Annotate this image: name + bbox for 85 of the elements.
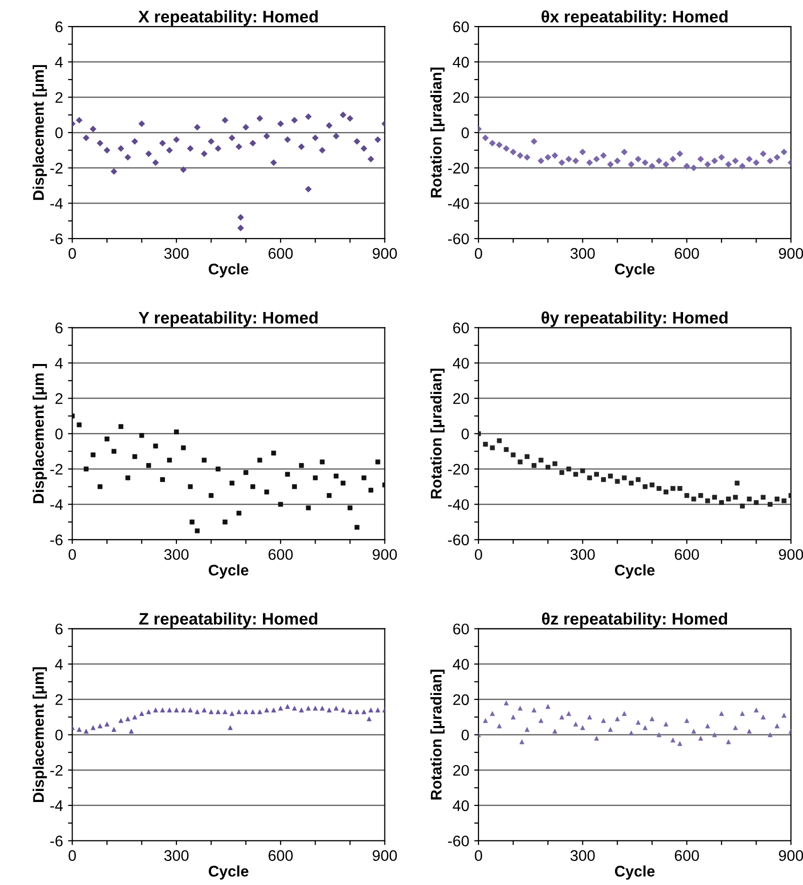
x-tick-label: 900	[372, 248, 397, 259]
y-tick-label: 20	[453, 764, 469, 776]
y-tick-label: -4	[50, 800, 63, 811]
chart-title: Y repeatability: Homed	[138, 311, 318, 327]
y-tick-label: -2	[50, 764, 62, 776]
y-tick-label: -6	[50, 836, 63, 846]
y-tick-label: -40	[448, 198, 469, 209]
x-tick-label: 600	[268, 549, 293, 560]
y-tick-label: 20	[453, 92, 469, 103]
x-tick-label: 600	[268, 850, 293, 861]
y-tick-label: 6	[56, 624, 63, 634]
x-axis-title: Cycle	[614, 263, 655, 278]
y-tick-label: 0	[462, 428, 469, 440]
y-axis-title: Rotation [μradian]	[430, 368, 445, 498]
x-tick-label: 900	[372, 850, 397, 861]
chart-title: θy repeatability: Homed	[542, 311, 728, 327]
x-tick-label: 300	[570, 248, 595, 259]
y-tick-label: -2	[50, 162, 62, 174]
y-tick-label: -2	[50, 464, 62, 475]
y-tick-label: 20	[453, 694, 469, 706]
x-tick-label: 300	[164, 850, 189, 861]
y-axis-title: Rotation [μradian]	[430, 68, 445, 198]
x-axis-title: Cycle	[208, 564, 248, 579]
y-tick-label: -60	[448, 534, 469, 546]
y-tick-label: 2	[56, 92, 62, 103]
x-tick-label: 600	[674, 549, 699, 560]
x-tick-label: 0	[474, 248, 482, 259]
y-tick-label: -6	[50, 534, 63, 546]
y-tick-label: 4	[55, 358, 63, 369]
x-axis-title: Cycle	[614, 564, 655, 579]
y-tick-label: 6	[56, 322, 63, 334]
y-tick-label: 60	[453, 624, 469, 634]
x-tick-label: 300	[164, 549, 189, 560]
chart-title: θz repeatability: Homed	[542, 612, 728, 628]
x-axis-title: Cycle	[208, 865, 248, 880]
x-tick-label: 300	[570, 850, 595, 861]
y-tick-label: -60	[448, 836, 469, 846]
y-tick-label: 0	[462, 730, 469, 740]
y-tick-label: 20	[453, 393, 469, 404]
point	[600, 152, 607, 159]
y-tick-label: 0	[55, 127, 63, 138]
x-tick-label: 600	[268, 248, 293, 259]
x-tick-label: 0	[474, 850, 482, 861]
y-tick-label: 4	[55, 659, 63, 670]
y-tick-label: 2	[56, 694, 62, 705]
y-axis-title: Displacement [μm]	[32, 667, 47, 802]
y-tick-label: -60	[448, 233, 469, 244]
x-axis-title: Cycle	[614, 865, 655, 880]
x-tick-label: 900	[778, 549, 803, 560]
y-tick-label: 60	[453, 322, 469, 334]
y-tick-label: 0	[462, 127, 469, 138]
chart-title: X repeatability: Homed	[138, 10, 318, 26]
y-tick-label: -6	[50, 233, 63, 244]
chart-title: Z repeatability: Homed	[139, 612, 318, 628]
chart-title: θx repeatability: Homed	[542, 10, 728, 26]
y-axis-title: Rotation [μradian]	[430, 670, 445, 800]
x-tick-label: 900	[778, 850, 803, 861]
x-tick-label: 900	[372, 549, 397, 560]
y-tick-label: 2	[56, 393, 62, 404]
x-axis-title: Cycle	[208, 263, 248, 278]
x-tick-label: 0	[68, 549, 76, 560]
x-tick-label: 0	[474, 549, 482, 560]
y-tick-label: 40	[452, 800, 469, 812]
y-tick-label: -40	[448, 499, 469, 510]
y-tick-label: 40	[452, 358, 469, 369]
x-tick-label: 900	[778, 248, 803, 259]
y-tick-label: 0	[55, 428, 63, 440]
y-tick-label: -20	[448, 464, 469, 475]
x-tick-label: 300	[570, 549, 595, 560]
x-tick-label: 300	[164, 248, 189, 259]
x-tick-label: 600	[674, 850, 699, 861]
y-tick-label: -4	[50, 499, 63, 510]
y-tick-label: 6	[56, 21, 63, 32]
y-tick-label: -20	[448, 162, 469, 174]
y-axis-title: Displacement [μm]	[32, 65, 47, 200]
y-tick-label: 40	[452, 658, 469, 670]
y-tick-label: -4	[50, 198, 63, 209]
y-tick-label: 60	[453, 21, 469, 32]
y-tick-label: 40	[452, 56, 469, 68]
x-tick-label: 0	[68, 248, 76, 259]
x-tick-label: 600	[674, 248, 699, 259]
y-tick-label: 0	[55, 730, 63, 740]
x-tick-label: 0	[68, 850, 76, 861]
y-axis-title: Displacement [μm ]	[32, 364, 47, 504]
y-tick-label: 4	[55, 56, 63, 68]
